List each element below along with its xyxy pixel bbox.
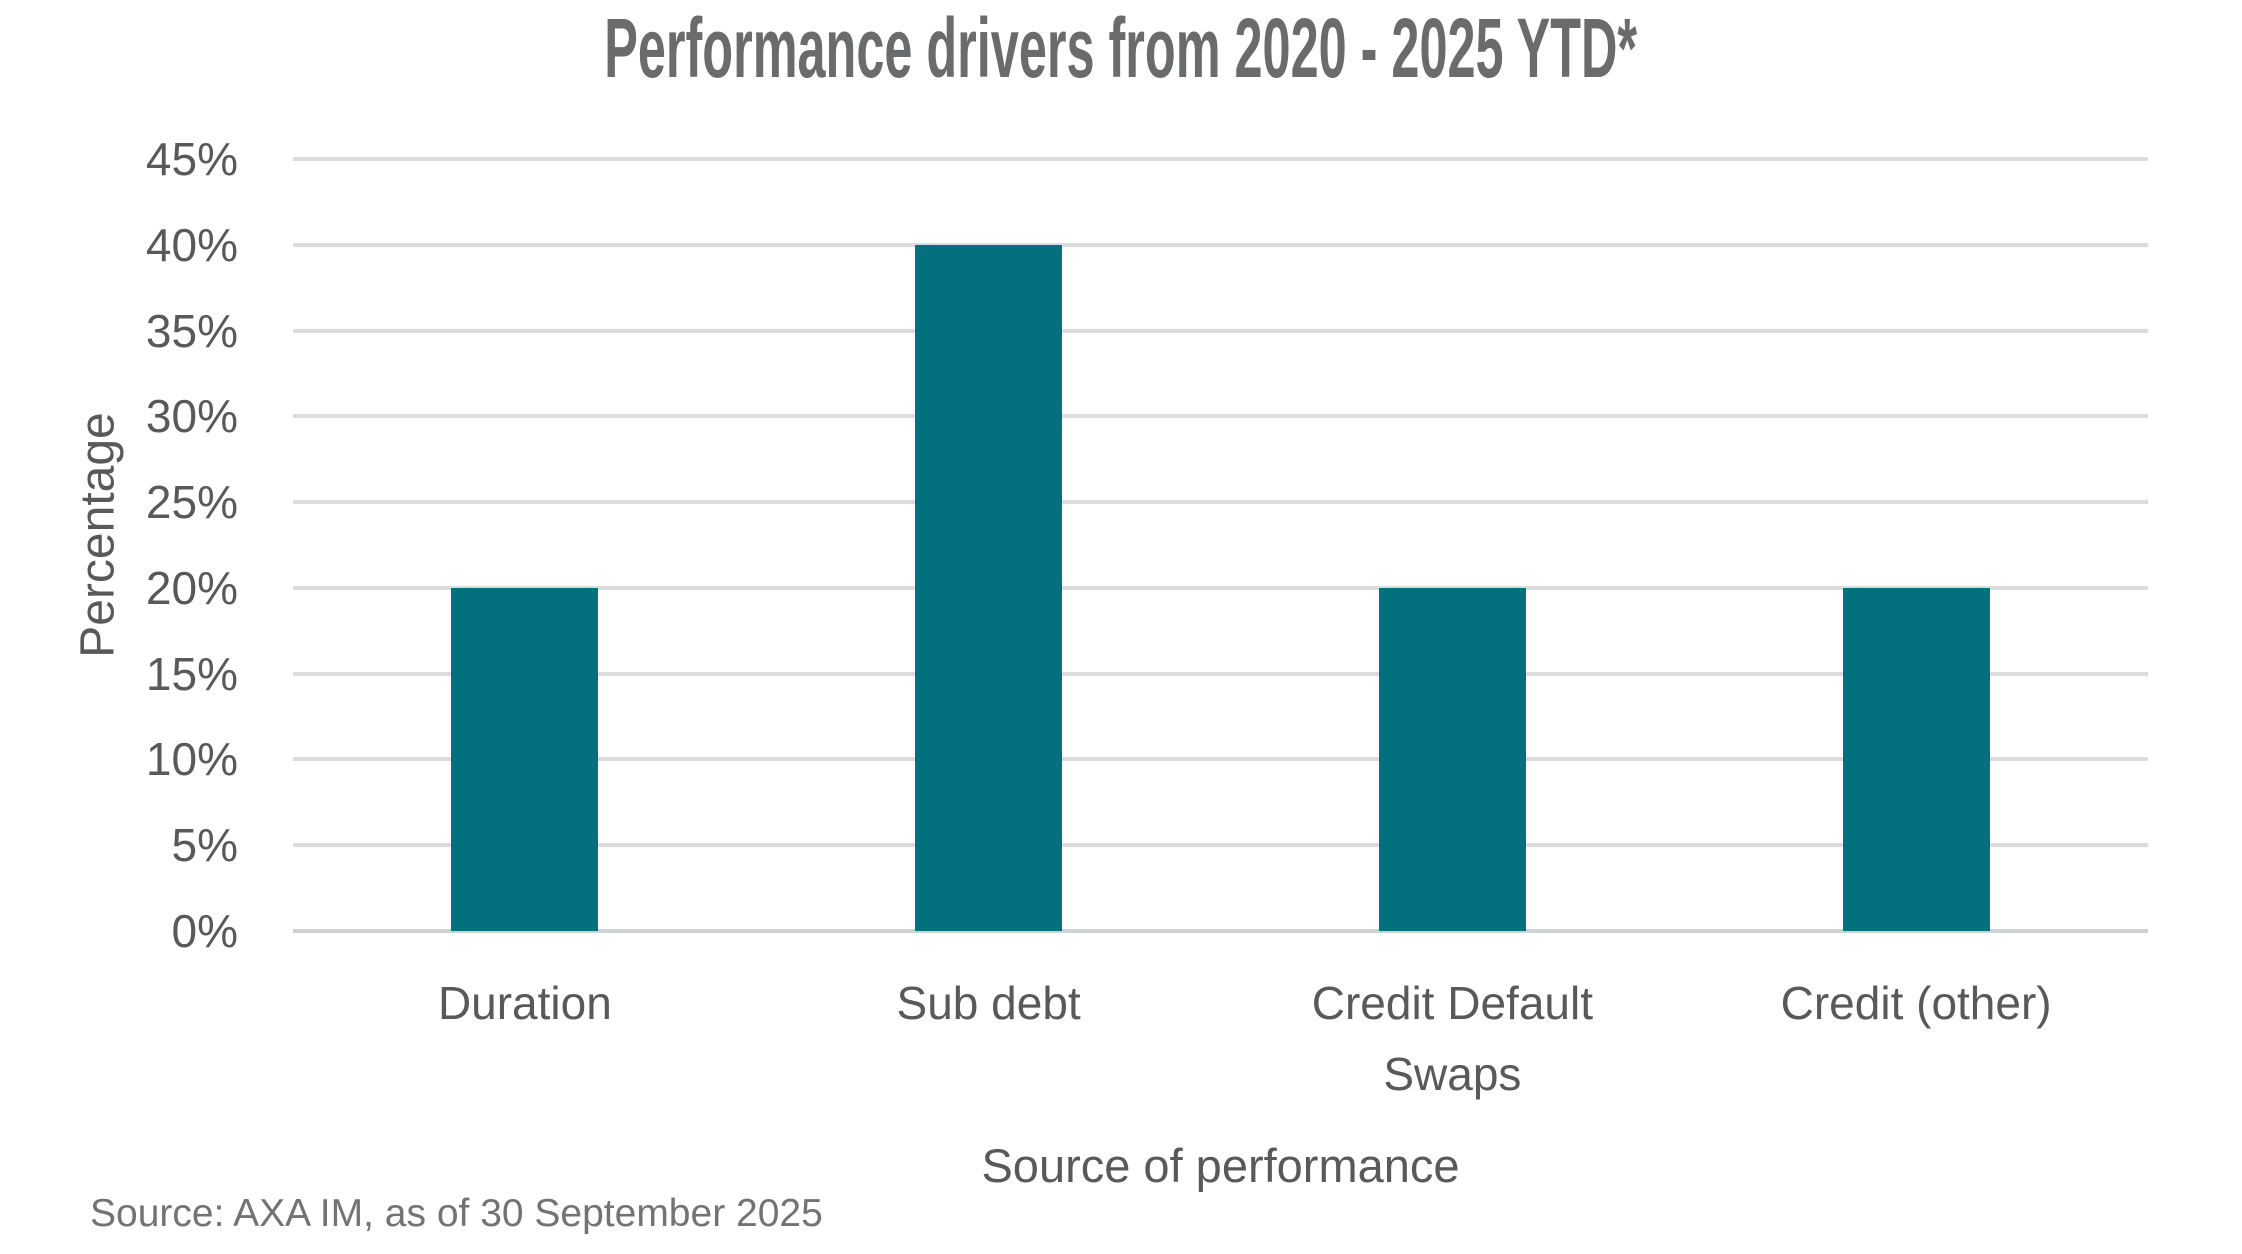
- chart-title-text: Performance drivers from 2020 - 2025 YTD…: [604, 1, 1638, 95]
- gridline-15pct: [293, 671, 2148, 676]
- y-tick-label-45pct: 45%: [145, 133, 238, 185]
- y-tick-label-15pct: 15%: [145, 647, 238, 700]
- source-note: Source: AXA IM, as of 30 September 2025: [90, 1192, 823, 1235]
- bar-credit-default-swaps: [1378, 587, 1526, 931]
- gridline-10pct: [293, 757, 2148, 762]
- gridline-0pct: [293, 929, 2148, 933]
- gridline-30pct: [293, 414, 2148, 419]
- gridline-40pct: [293, 242, 2148, 247]
- bar-duration: [451, 587, 599, 931]
- bar-sub-debt: [915, 244, 1063, 931]
- y-tick-label-20pct: 20%: [145, 561, 238, 614]
- y-tick-label-35pct: 35%: [145, 304, 238, 357]
- gridline-25pct: [293, 500, 2148, 505]
- gridline-45pct: [293, 157, 2148, 161]
- y-tick-label-25pct: 25%: [145, 476, 238, 529]
- bar-credit-other: [1842, 587, 1990, 931]
- y-tick-label-40pct: 40%: [145, 218, 238, 271]
- gridline-5pct: [293, 843, 2148, 848]
- chart-title: Performance drivers from 2020 - 2025 YTD…: [0, 6, 2242, 90]
- x-category-label-sub-debt: Sub debt: [896, 977, 1081, 1029]
- y-tick-label-10pct: 10%: [145, 733, 238, 786]
- x-category-label-credit-default-swaps: Credit Default Swaps: [1311, 977, 1593, 1101]
- gridline-35pct: [293, 328, 2148, 333]
- plot-area: [293, 157, 2148, 933]
- y-tick-label-30pct: 30%: [145, 390, 238, 443]
- x-axis-title: Source of performance: [981, 1139, 1460, 1192]
- y-tick-label-0pct: 0%: [171, 905, 238, 957]
- x-category-label-credit-other: Credit (other): [1780, 977, 2052, 1029]
- x-category-label-duration: Duration: [437, 977, 612, 1029]
- y-tick-label-5pct: 5%: [171, 819, 238, 872]
- gridline-20pct: [293, 585, 2148, 590]
- y-axis-title: Percentage: [71, 412, 125, 658]
